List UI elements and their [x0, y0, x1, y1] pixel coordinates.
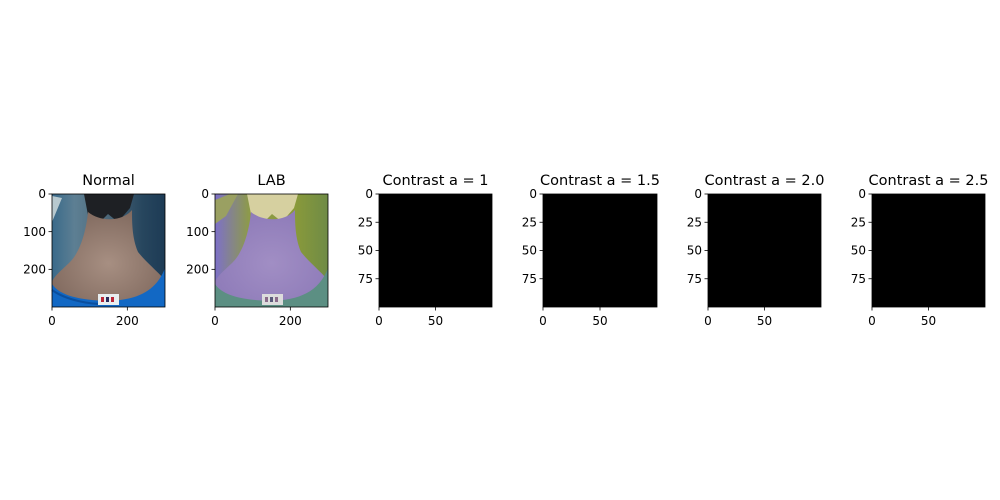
image-contrast-1-5: [543, 194, 657, 307]
subplot-contrast-2-5: 0 50 0 25 50 75 Contrast a = 2.5: [851, 173, 989, 328]
image-contrast-1: [379, 194, 492, 307]
x-tick-label: 200: [116, 314, 139, 328]
y-tick-label: 0: [38, 187, 46, 201]
x-tick-label: 0: [868, 314, 876, 328]
y-tick-label: 25: [687, 215, 702, 229]
image-contrast-2-0: [708, 194, 821, 307]
x-tick-label: 0: [48, 314, 56, 328]
y-tick-label: 50: [522, 244, 537, 258]
y-tick-label: 25: [851, 215, 866, 229]
x-tick-label: 0: [211, 314, 219, 328]
subplot-contrast-1-5: 0 50 0 25 50 75 Contrast a = 1.5: [522, 173, 660, 328]
y-tick-label: 100: [23, 225, 46, 239]
subplot-title: Contrast a = 1: [382, 173, 488, 189]
y-tick-label: 50: [358, 244, 373, 258]
axes-frame: [51, 193, 166, 308]
x-tick-label: 50: [428, 314, 443, 328]
image-contrast-2-5: [872, 194, 985, 307]
y-tick-label: 25: [522, 215, 537, 229]
x-tick-label: 50: [921, 314, 936, 328]
y-tick-label: 50: [687, 244, 702, 258]
y-tick-label: 200: [23, 263, 46, 277]
y-tick-label: 100: [186, 225, 209, 239]
subplot-contrast-1: 0 50 0 25 50 75 Contrast a = 1: [358, 173, 493, 328]
subplot-title: Contrast a = 2.5: [869, 173, 989, 189]
subplot-lab: 0 200 0 100 200 LAB: [186, 173, 329, 328]
image-lab: [215, 194, 328, 307]
y-tick-label: 0: [201, 187, 209, 201]
x-tick-label: 0: [539, 314, 547, 328]
y-tick-label: 75: [522, 272, 537, 286]
x-tick-label: 200: [279, 314, 302, 328]
subplot-normal: 0 200 0 100 200 Normal: [23, 173, 166, 328]
image-normal: [51, 194, 165, 307]
y-tick-label: 75: [851, 272, 866, 286]
y-tick-label: 25: [358, 215, 373, 229]
x-tick-label: 50: [592, 314, 607, 328]
subplot-title: LAB: [257, 173, 285, 189]
y-tick-label: 200: [186, 263, 209, 277]
x-tick-label: 0: [375, 314, 383, 328]
x-tick-label: 50: [757, 314, 772, 328]
subplot-title: Contrast a = 1.5: [540, 173, 660, 189]
y-tick-label: 0: [694, 187, 702, 201]
y-tick-label: 0: [529, 187, 537, 201]
x-tick-label: 0: [704, 314, 712, 328]
axes-frame: [214, 193, 329, 308]
subplot-contrast-2-0: 0 50 0 25 50 75 Contrast a = 2.0: [687, 173, 825, 328]
y-tick-label: 50: [851, 244, 866, 258]
y-tick-label: 75: [358, 272, 373, 286]
subplot-title: Contrast a = 2.0: [705, 173, 825, 189]
y-tick-label: 0: [858, 187, 866, 201]
subplot-title: Normal: [82, 173, 134, 189]
y-tick-label: 0: [365, 187, 373, 201]
y-tick-label: 75: [687, 272, 702, 286]
